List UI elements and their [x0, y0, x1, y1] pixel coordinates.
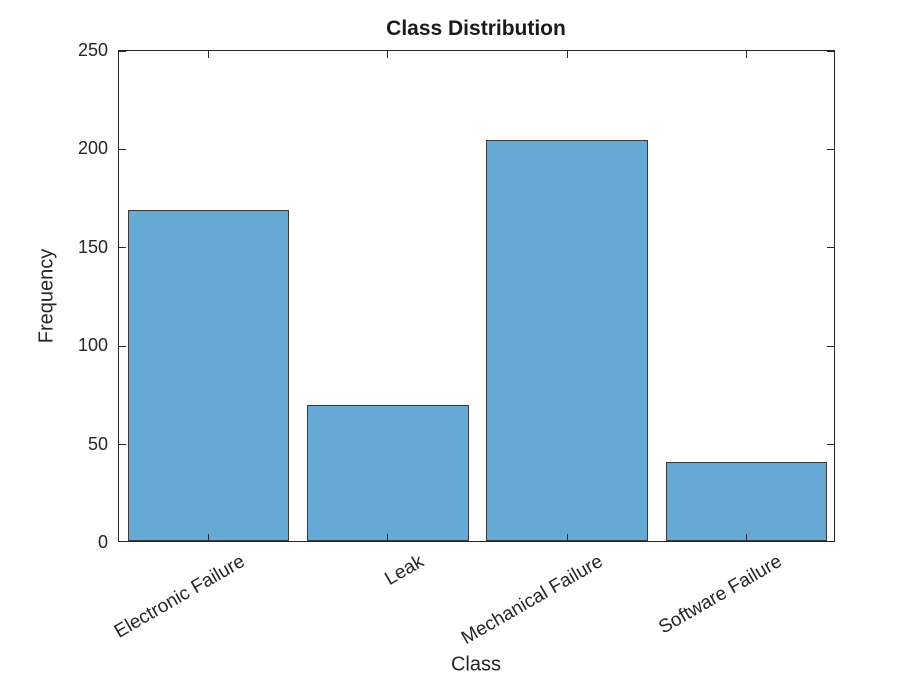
x-tick-bottom	[745, 534, 747, 541]
y-tick-right	[827, 541, 834, 542]
y-axis-label: Frequency	[35, 248, 58, 344]
bar-electronic-failure	[127, 210, 290, 541]
y-tick-right	[827, 345, 834, 347]
y-tick-right	[827, 247, 834, 249]
y-tick-label: 100	[77, 335, 108, 356]
y-tick-left	[119, 345, 126, 347]
y-tick-label: 50	[87, 433, 108, 454]
y-tick-left	[119, 444, 126, 446]
x-tick-top	[566, 51, 568, 58]
y-tick-left	[119, 247, 126, 249]
y-tick-left	[119, 148, 126, 150]
bar-software-failure	[665, 462, 828, 541]
x-tick-bottom	[208, 534, 210, 541]
chart-title: Class Distribution	[386, 17, 566, 40]
x-axis-label: Class	[450, 653, 502, 676]
y-tick-left	[119, 541, 126, 542]
x-tick-top	[208, 51, 210, 58]
x-tick-top	[745, 51, 747, 58]
y-tick-label: 200	[77, 138, 108, 159]
bar-leak	[307, 405, 469, 541]
plot-area	[118, 50, 835, 542]
y-tick-label: 250	[77, 40, 108, 60]
y-tick-right	[827, 148, 834, 150]
x-tick-bottom	[387, 534, 389, 541]
bar-mechanical-failure	[486, 139, 648, 541]
y-tick-right	[827, 444, 834, 446]
x-tick-top	[387, 51, 389, 58]
y-tick-right	[827, 51, 834, 52]
y-tick-label: 150	[77, 236, 108, 257]
y-tick-label: 0	[97, 532, 108, 552]
y-tick-left	[119, 51, 126, 52]
x-tick-bottom	[566, 534, 568, 541]
